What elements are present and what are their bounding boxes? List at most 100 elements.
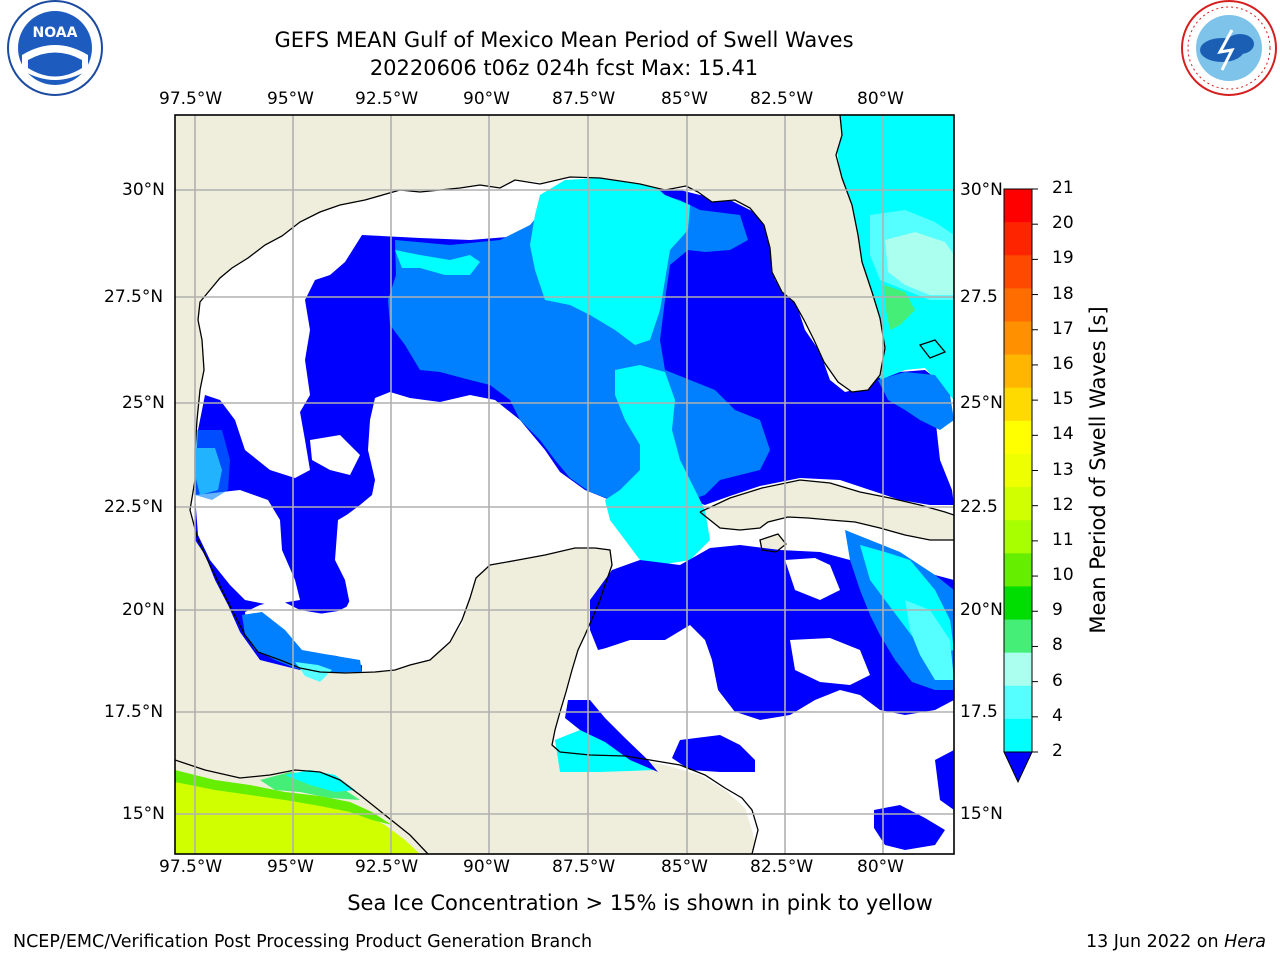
missing-hole-nw	[203, 268, 305, 405]
colorbar-segment	[1004, 354, 1032, 389]
wave-band-pacific-10-11	[260, 772, 360, 800]
colorbar-tick-label: 14	[1052, 424, 1074, 445]
lon-label-top-5: 85°W	[661, 89, 708, 109]
colorbar-tick-label: 21	[1052, 178, 1074, 198]
wave-band-caribbean-east-2-4	[935, 750, 954, 810]
lon-label-top-1: 95°W	[267, 89, 314, 109]
colorbar-tick-label: 19	[1052, 248, 1074, 269]
footer-date: 13 Jun 2022 on	[1085, 932, 1225, 952]
wave-band-pacific-12-13	[175, 770, 392, 825]
lat-label-right-1: 27.5	[960, 287, 998, 307]
lat-label-left-6: 15°N	[122, 804, 165, 824]
lat-label-right-2: 25°N	[960, 393, 1003, 413]
missing-hole-west	[310, 435, 360, 475]
colorbar-segment	[1004, 652, 1032, 687]
colorbar-segment	[1004, 321, 1032, 356]
missing-hole-central	[300, 395, 560, 668]
lat-label-left-4: 20°N	[122, 600, 165, 620]
colorbar-extend-triangle	[1003, 751, 1033, 784]
lat-label-right-3: 22.5	[960, 497, 998, 517]
lat-label-left-5: 17.5°N	[104, 702, 164, 722]
colorbar-tick-label: 4	[1052, 705, 1063, 726]
wave-band-caribbean-se-2-4	[874, 805, 945, 850]
wave-band-caribbean-south-2-4	[672, 735, 755, 772]
lon-label-bottom-5: 85°W	[661, 857, 708, 877]
colorbar-segment	[1004, 553, 1032, 587]
lon-label-top-7: 80°W	[857, 89, 904, 109]
lat-label-left-2: 25°N	[122, 393, 165, 413]
colorbar-tick-label: 12	[1052, 494, 1074, 515]
footer-left: NCEP/EMC/Verification Post Processing Pr…	[13, 932, 593, 952]
colorbar-tick-label: 6	[1052, 670, 1063, 691]
colorbar-segment	[1004, 189, 1032, 223]
colorbar-tick-label: 16	[1052, 353, 1074, 374]
colorbar-tick-label: 8	[1052, 635, 1063, 656]
lat-label-left-0: 30°N	[122, 180, 165, 200]
lat-label-left-1: 27.5°N	[104, 287, 164, 307]
gridlines	[175, 115, 954, 854]
colorbar-tick-label: 10	[1052, 565, 1074, 586]
lon-label-bottom-4: 87.5°W	[552, 857, 616, 877]
land-florida	[540, 115, 885, 392]
colorbar	[1003, 188, 1038, 784]
colorbar-segment	[1004, 487, 1032, 521]
colorbar-tick-label: 15	[1052, 389, 1074, 410]
lat-label-right-0: 30°N	[960, 180, 1003, 200]
missing-hole-caribbean	[585, 630, 954, 854]
colorbar-segment	[1004, 420, 1032, 455]
lat-label-left-3: 22.5°N	[104, 497, 164, 517]
lon-label-bottom-6: 82.5°W	[750, 857, 814, 877]
lon-label-bottom-7: 80°W	[857, 857, 904, 877]
figure-title: GEFS MEAN Gulf of Mexico Mean Period of …	[274, 28, 854, 52]
wave-band-6-8-central	[530, 178, 690, 345]
wave-band-honduras-6-8	[555, 730, 655, 772]
nws-logo	[1181, 0, 1277, 96]
colorbar-segment	[1004, 288, 1032, 322]
noaa-logo-text: NOAA	[33, 25, 78, 41]
wave-band-6-8-loop	[605, 365, 710, 565]
lon-label-top-0: 97.5°W	[159, 89, 223, 109]
colorbar-segment	[1004, 453, 1032, 488]
wave-band-caribbean-8-9	[905, 600, 954, 680]
colorbar-segment	[1004, 222, 1032, 256]
missing-hole-caribbean-2	[785, 558, 840, 600]
colorbar-segment	[1004, 387, 1032, 422]
colorbar-segment	[1004, 619, 1032, 654]
wave-band-6-8-nw	[395, 250, 480, 275]
wave-band-atlantic-9-10	[885, 232, 954, 295]
missing-hole-west2	[195, 490, 300, 605]
coastlines	[175, 115, 954, 854]
colorbar-tick-label: 2	[1052, 741, 1063, 761]
colorbar-segment	[1004, 520, 1032, 554]
lon-label-bottom-1: 95°W	[267, 857, 314, 877]
lon-label-top-4: 87.5°W	[552, 89, 616, 109]
sea-ice-note: Sea Ice Concentration > 15% is shown in …	[347, 891, 933, 915]
noaa-logo: NOAA	[7, 0, 103, 96]
lon-label-bottom-3: 90°W	[463, 857, 510, 877]
wave-band-atlantic-4-6	[878, 372, 954, 430]
missing-hole-caribbean-3	[790, 638, 870, 685]
colorbar-tick-label: 18	[1052, 283, 1074, 304]
colorbar-tick-label: 11	[1052, 529, 1074, 550]
colorbar-segment	[1004, 685, 1032, 720]
lon-label-top-6: 82.5°W	[750, 89, 814, 109]
lon-label-bottom-0: 97.5°W	[159, 857, 223, 877]
lat-label-right-6: 15°N	[960, 804, 1003, 824]
footer-host: Hera	[1224, 932, 1266, 952]
lon-label-top-3: 90°W	[463, 89, 510, 109]
footer-right: 13 Jun 2022 on Hera	[1086, 932, 1266, 952]
colorbar-segment	[1004, 586, 1032, 621]
colorbar-tick-label: 17	[1052, 318, 1074, 339]
colorbar-tick-label: 9	[1052, 600, 1063, 621]
wave-band-4-6-central	[388, 188, 770, 505]
wave-band-pacific-6-8	[285, 770, 355, 792]
colorbar-segment	[1004, 718, 1032, 753]
lat-label-right-5: 17.5	[960, 702, 998, 722]
lon-label-bottom-2: 92.5°W	[355, 857, 419, 877]
wave-band-campeche-6-8	[295, 662, 332, 682]
wave-band-texas-4-6	[195, 430, 230, 500]
colorbar-tick-label: 20	[1052, 213, 1074, 234]
figure-subtitle: 20220606 t06z 024h fcst Max: 15.41	[369, 56, 759, 80]
colorbar-tick-label: 13	[1052, 459, 1074, 480]
